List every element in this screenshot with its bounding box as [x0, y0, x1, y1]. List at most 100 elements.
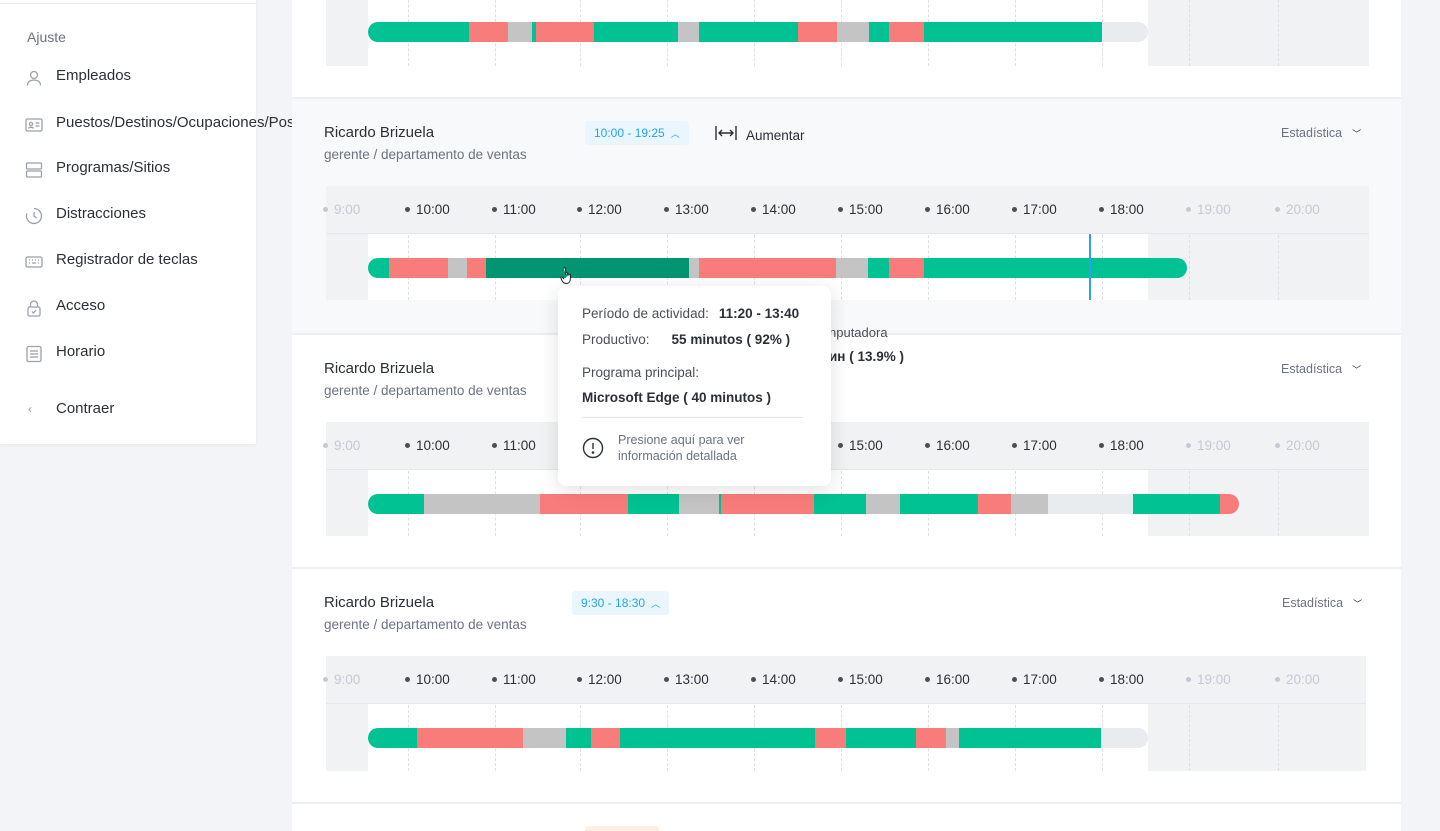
tick-dot — [577, 207, 582, 212]
productive-segment[interactable] — [566, 728, 591, 748]
neutral-segment[interactable] — [866, 494, 900, 514]
hour-tick-label: 19:00 — [1186, 438, 1231, 453]
unproductive-segment[interactable] — [889, 258, 924, 278]
zoom-button[interactable]: Aumentar — [715, 124, 805, 147]
unproductive-segment[interactable] — [540, 494, 628, 514]
time-range-chip[interactable]: 9:30 - 18:30 ︿ — [572, 591, 670, 615]
productive-segment[interactable] — [368, 258, 389, 278]
unproductive-segment[interactable] — [916, 728, 946, 748]
productive-segment[interactable] — [719, 494, 721, 514]
unproductive-segment[interactable] — [978, 494, 1011, 514]
unproductive-segment[interactable] — [699, 258, 836, 278]
productive-segment[interactable] — [924, 258, 1187, 278]
activity-tooltip[interactable]: Período de actividad: 11:20 - 13:40 Prod… — [558, 286, 831, 486]
id-card-icon — [24, 115, 43, 134]
neutral-segment[interactable] — [946, 728, 959, 748]
productive-segment[interactable] — [814, 494, 866, 514]
neutral-segment[interactable] — [836, 258, 868, 278]
statistics-dropdown[interactable]: Estadística ﹀ — [1282, 596, 1362, 610]
sidebar-item-acceso[interactable]: Acceso — [24, 298, 236, 317]
employee-card[interactable]: Ricardo Brizuela gerente / departamento … — [292, 335, 1401, 567]
hour-label: 18:00 — [1110, 672, 1144, 687]
unproductive-segment[interactable] — [467, 258, 486, 278]
unproductive-segment[interactable] — [798, 22, 837, 42]
productive-segment[interactable] — [846, 728, 916, 748]
time-range-chip[interactable]: 10:00 - 19:25 ︿ — [585, 121, 689, 145]
period-value: 11:20 - 13:40 — [718, 306, 800, 321]
neutral-segment[interactable] — [448, 258, 467, 278]
tick-dot — [1186, 677, 1191, 682]
empty-segment[interactable] — [1048, 494, 1133, 514]
productive-segment[interactable] — [368, 728, 417, 748]
unproductive-segment[interactable] — [1220, 494, 1239, 514]
hour-label: 16:00 — [936, 672, 970, 687]
productive-segment[interactable] — [924, 22, 1102, 42]
hour-tick-label: 11:00 — [492, 202, 536, 217]
statistics-dropdown[interactable]: Estadística ﹀ — [1281, 362, 1361, 376]
activity-bar[interactable] — [368, 22, 1148, 42]
activity-bar[interactable] — [368, 728, 1148, 748]
unproductive-segment[interactable] — [469, 22, 508, 42]
hour-tick-label: 18:00 — [1099, 672, 1144, 687]
neutral-segment[interactable] — [678, 22, 699, 42]
sidebar-item-programas[interactable]: Programas/Sitios — [24, 160, 236, 179]
unproductive-segment[interactable] — [889, 22, 924, 42]
sidebar-item-empleados[interactable]: Empleados — [24, 68, 236, 87]
employee-card[interactable] — [292, 0, 1401, 97]
sidebar-item-puestos[interactable]: Puestos/Destinos/Ocupaciones/Posiciones — [24, 115, 341, 134]
activity-bar[interactable] — [368, 494, 1239, 514]
tick-dot — [1275, 207, 1280, 212]
unproductive-segment[interactable] — [417, 728, 523, 748]
time-range-chip[interactable] — [585, 826, 659, 831]
productive-segment[interactable] — [868, 258, 889, 278]
productive-segment[interactable] — [628, 494, 679, 514]
chevron-down-icon: ﹀ — [1353, 598, 1363, 609]
neutral-segment[interactable] — [523, 728, 566, 748]
current-time-marker — [1089, 234, 1091, 300]
hour-label: 19:00 — [1197, 202, 1231, 217]
hour-tick-label: 12:00 — [577, 672, 622, 687]
hour-label: 19:00 — [1197, 672, 1231, 687]
productive-segment[interactable] — [900, 494, 978, 514]
neutral-segment[interactable] — [1011, 494, 1048, 514]
neutral-segment[interactable] — [837, 22, 869, 42]
neutral-segment[interactable] — [689, 258, 699, 278]
neutral-segment[interactable] — [508, 22, 532, 42]
hour-label: 15:00 — [849, 438, 883, 453]
unproductive-segment[interactable] — [721, 494, 814, 514]
unproductive-segment[interactable] — [815, 728, 846, 748]
neutral-segment[interactable] — [679, 494, 719, 514]
productive-segment[interactable] — [699, 22, 798, 42]
productive-segment[interactable] — [368, 494, 424, 514]
productive_active-segment[interactable] — [486, 258, 689, 278]
productive-segment[interactable] — [532, 22, 536, 42]
activity-bar[interactable] — [368, 258, 1187, 278]
tick-dot — [405, 207, 410, 212]
productive-row: Productivo: 55 minutos ( 92% ) — [582, 332, 807, 347]
hour-tick-label: 19:00 — [1186, 672, 1231, 687]
sidebar-item-registrador[interactable]: Registrador de teclas — [24, 252, 236, 271]
sidebar-item-horario[interactable]: Horario — [24, 344, 236, 363]
unproductive-segment[interactable] — [536, 22, 594, 42]
neutral-segment[interactable] — [424, 494, 540, 514]
unproductive-segment[interactable] — [591, 728, 620, 748]
employee-card[interactable]: Ricardo Brizuela gerente / departamento … — [292, 569, 1401, 802]
unproductive-segment[interactable] — [389, 258, 448, 278]
productive-segment[interactable] — [869, 22, 889, 42]
productive-segment[interactable] — [620, 728, 815, 748]
details-link[interactable]: Presione aquí para ver información detal… — [582, 432, 807, 464]
tick-dot — [838, 207, 843, 212]
hour-label: 11:00 — [503, 672, 536, 687]
productive-segment[interactable] — [594, 22, 678, 42]
sidebar-item-distracciones[interactable]: Distracciones — [24, 206, 236, 225]
statistics-dropdown[interactable]: Estadística ﹀ — [1281, 126, 1361, 140]
employee-card[interactable]: Ricardo Brizuela gerente / departamento … — [292, 99, 1401, 333]
clock-icon — [24, 206, 43, 225]
hour-label: 11:00 — [503, 438, 536, 453]
employee-card[interactable] — [292, 804, 1401, 831]
productive-segment[interactable] — [1133, 494, 1220, 514]
collapse-sidebar-button[interactable]: ‹ Contraer — [28, 400, 114, 417]
productive-segment[interactable] — [959, 728, 1101, 748]
productive-segment[interactable] — [368, 22, 469, 42]
tick-dot — [1275, 443, 1280, 448]
